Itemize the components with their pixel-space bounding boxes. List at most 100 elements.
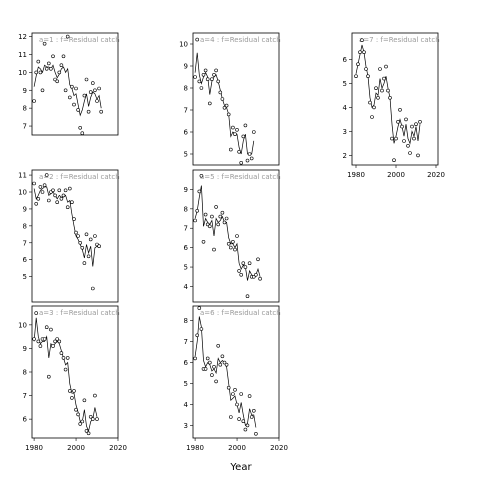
data-point bbox=[36, 59, 41, 64]
panel-title: a=4 : f=Residual catch bbox=[200, 36, 281, 44]
fitted-line bbox=[33, 64, 102, 117]
y-tick-label: 6 bbox=[184, 129, 189, 137]
panel-frame bbox=[192, 305, 280, 439]
data-point bbox=[93, 234, 97, 238]
data-point bbox=[414, 122, 418, 126]
data-point bbox=[61, 54, 66, 59]
data-point bbox=[42, 41, 47, 46]
data-point bbox=[247, 152, 252, 156]
data-point bbox=[49, 67, 53, 71]
data-point bbox=[32, 99, 36, 103]
data-point bbox=[224, 103, 229, 108]
data-point bbox=[70, 200, 74, 204]
data-point bbox=[34, 202, 39, 206]
data-point bbox=[239, 392, 243, 396]
data-point bbox=[195, 333, 199, 338]
x-tick-label: 1980 bbox=[186, 444, 204, 452]
fitted-line bbox=[194, 185, 261, 281]
data-point bbox=[241, 261, 246, 266]
data-point bbox=[239, 161, 243, 165]
x-tick-label: 1980 bbox=[25, 444, 43, 452]
data-point bbox=[210, 214, 214, 219]
data-point bbox=[65, 34, 70, 39]
x-tick-label: 2020 bbox=[109, 444, 127, 452]
data-point bbox=[74, 86, 78, 91]
fitted-line bbox=[194, 52, 255, 155]
data-point bbox=[88, 414, 93, 419]
x-tick-label: 2020 bbox=[427, 171, 445, 179]
panel-frame bbox=[31, 305, 119, 439]
y-tick-label: 10 bbox=[18, 321, 27, 329]
data-point bbox=[193, 218, 197, 223]
data-point bbox=[208, 224, 212, 229]
data-point bbox=[55, 79, 60, 84]
panel-frame bbox=[192, 32, 280, 166]
data-point bbox=[59, 197, 64, 201]
panel-title: a=3 : f=Residual catch bbox=[39, 309, 120, 317]
data-point bbox=[36, 339, 41, 344]
data-point bbox=[220, 210, 225, 215]
data-point bbox=[384, 64, 388, 69]
data-point bbox=[366, 74, 370, 78]
y-tick-label: 6 bbox=[184, 359, 189, 367]
data-point bbox=[203, 68, 208, 73]
y-tick-label: 10 bbox=[179, 41, 188, 49]
data-point bbox=[59, 63, 64, 67]
data-point bbox=[63, 188, 68, 193]
y-tick-label: 7 bbox=[184, 225, 188, 233]
data-point bbox=[233, 387, 237, 392]
data-point bbox=[53, 193, 57, 198]
data-point bbox=[235, 128, 239, 132]
data-point bbox=[394, 136, 398, 141]
data-point bbox=[44, 67, 49, 71]
data-point bbox=[231, 392, 235, 396]
data-point bbox=[72, 217, 76, 221]
fitted-line bbox=[33, 186, 100, 267]
data-point bbox=[78, 241, 82, 245]
data-point bbox=[233, 247, 237, 252]
data-point bbox=[38, 185, 43, 189]
data-point bbox=[237, 417, 241, 421]
data-point bbox=[354, 74, 358, 78]
y-tick-label: 3 bbox=[343, 128, 347, 136]
data-point bbox=[229, 147, 233, 152]
data-point bbox=[199, 327, 204, 331]
data-point bbox=[226, 385, 231, 390]
data-point bbox=[368, 100, 372, 105]
data-point bbox=[216, 222, 220, 227]
data-point bbox=[34, 311, 39, 315]
data-point bbox=[362, 50, 366, 55]
data-point bbox=[226, 242, 231, 246]
data-point bbox=[32, 181, 36, 186]
data-point bbox=[86, 254, 91, 259]
y-tick-label: 8 bbox=[184, 317, 188, 325]
fitted-line bbox=[194, 316, 257, 428]
data-point bbox=[78, 422, 82, 426]
data-point bbox=[398, 108, 402, 112]
data-point bbox=[76, 412, 80, 417]
y-tick-label: 5 bbox=[343, 80, 347, 88]
data-point bbox=[231, 240, 235, 244]
data-point bbox=[216, 343, 220, 348]
data-point bbox=[82, 261, 87, 265]
data-point bbox=[80, 131, 85, 135]
data-point bbox=[91, 286, 95, 291]
data-point bbox=[208, 101, 212, 106]
data-point bbox=[57, 70, 62, 75]
panel-4: a=4 : f=Residual catch 5 6 7 8 9 10 bbox=[179, 32, 281, 166]
data-point bbox=[222, 220, 227, 225]
data-point bbox=[400, 124, 404, 129]
y-tick-label: 9 bbox=[23, 345, 27, 353]
data-point bbox=[358, 50, 362, 55]
data-point bbox=[68, 95, 72, 100]
data-point bbox=[199, 86, 204, 90]
data-point bbox=[40, 88, 45, 93]
data-point bbox=[241, 134, 246, 139]
data-point bbox=[95, 417, 99, 421]
data-point bbox=[410, 124, 414, 129]
data-point bbox=[214, 68, 218, 73]
y-tick-label: 5 bbox=[184, 151, 188, 159]
panel-2: a=2 : f=Residual catch 5 6 7 8 9 10 11 bbox=[18, 169, 120, 303]
data-point bbox=[80, 246, 85, 250]
